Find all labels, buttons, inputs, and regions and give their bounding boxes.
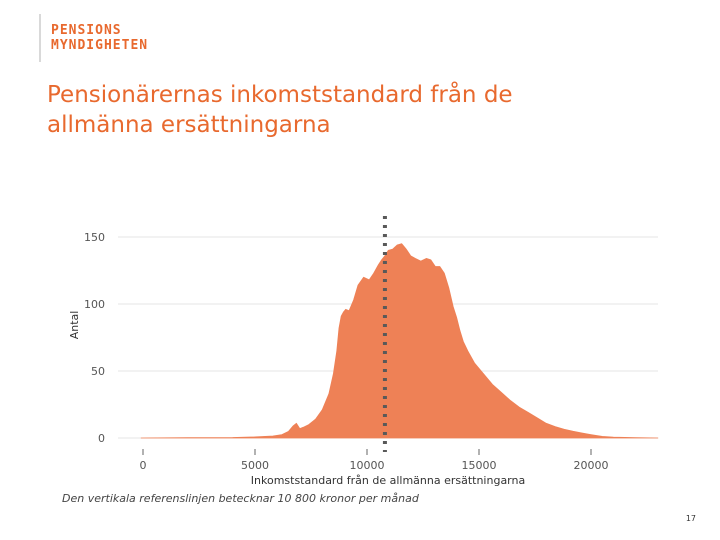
- x-tick-label: 0: [140, 459, 147, 472]
- slide-title-line-2: allmänna ersättningarna: [47, 112, 331, 138]
- slide-title: Pensionärernas inkomststandard från de a…: [47, 80, 647, 140]
- y-axis-label: Antal: [68, 311, 81, 340]
- x-tick-label: 10000: [350, 459, 385, 472]
- x-axis-ticks: 0 5000 10000 15000 20000: [140, 449, 609, 472]
- logo-line-1: PENSIONS: [51, 23, 122, 38]
- y-tick-label: 0: [98, 432, 105, 445]
- page-number: 17: [685, 514, 696, 523]
- x-tick-label: 15000: [462, 459, 497, 472]
- logo: PENSIONS MYNDIGHETEN: [39, 14, 148, 62]
- y-tick-label: 100: [84, 298, 105, 311]
- footnote: Den vertikala referenslinjen betecknar 1…: [62, 492, 419, 505]
- x-axis-label: Inkomststandard från de allmänna ersättn…: [251, 474, 525, 487]
- x-tick-label: 5000: [241, 459, 269, 472]
- slide-title-line-1: Pensionärernas inkomststandard från de: [47, 82, 513, 108]
- distribution-area: [140, 243, 659, 439]
- logo-line-2: MYNDIGHETEN: [51, 38, 149, 53]
- y-axis-ticks: 0 50 100 150: [84, 231, 105, 445]
- y-tick-label: 150: [84, 231, 105, 244]
- y-tick-label: 50: [91, 365, 105, 378]
- x-tick-label: 20000: [574, 459, 609, 472]
